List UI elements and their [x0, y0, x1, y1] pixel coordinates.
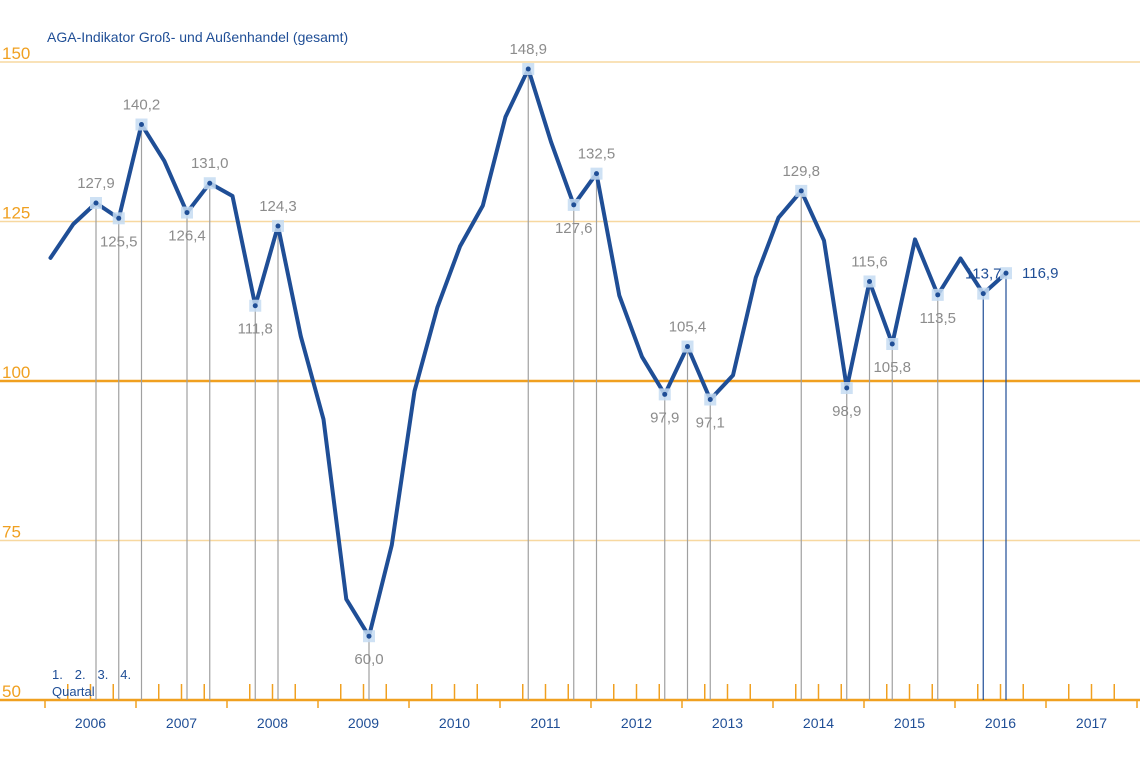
data-label: 98,9 — [832, 403, 861, 420]
y-tick-label: 125 — [2, 204, 30, 223]
data-label: 115,6 — [851, 253, 887, 270]
x-tick-label: 2016 — [985, 715, 1016, 731]
data-label: 129,8 — [782, 163, 820, 180]
chart-title: AGA-Indikator Groß- und Außenhandel (ges… — [47, 29, 348, 45]
x-tick-label: 2009 — [348, 715, 379, 731]
y-tick-label: 50 — [2, 682, 21, 701]
quarter-label: 2. — [75, 667, 86, 682]
data-point-dot — [525, 66, 531, 72]
data-label: 127,9 — [77, 175, 115, 192]
quarter-label: 1. — [52, 667, 63, 682]
data-point-dot — [685, 344, 690, 350]
data-point-dot — [116, 215, 122, 221]
grid-layer — [0, 61, 1140, 702]
data-point-dot — [207, 180, 213, 186]
data-point-dot — [571, 202, 577, 208]
data-point-dot — [184, 210, 190, 216]
x-tick-label: 2014 — [803, 715, 834, 731]
data-point-dot — [1003, 270, 1009, 276]
data-point-dot — [662, 391, 668, 397]
y-tick-label: 75 — [2, 523, 21, 542]
data-point-dot — [844, 385, 850, 391]
data-label: 116,9 — [1022, 265, 1058, 282]
data-label: 127,6 — [555, 220, 593, 237]
data-label: 148,9 — [509, 41, 547, 58]
x-tick-label: 2007 — [166, 715, 197, 731]
x-tick-label: 2008 — [257, 715, 288, 731]
data-label: 132,5 — [578, 146, 616, 163]
quarter-label: 4. — [120, 667, 131, 682]
x-tick-label: 2013 — [712, 715, 743, 731]
data-point-dot — [867, 278, 872, 284]
y-tick-label: 150 — [2, 44, 30, 63]
x-tick-label: 2015 — [894, 715, 925, 731]
x-tick-label: 2017 — [1076, 715, 1107, 731]
marker-layer — [90, 63, 1012, 643]
x-tick-label: 2010 — [439, 715, 470, 731]
x-tick-label: 2011 — [530, 715, 560, 731]
data-point-dot — [275, 223, 281, 229]
data-label: 131,0 — [191, 155, 229, 172]
data-point-dot — [707, 397, 713, 403]
y-tick-label: 100 — [2, 363, 30, 382]
data-label: 124,3 — [259, 198, 297, 215]
data-point-dot — [798, 188, 804, 194]
data-label: 111,8 — [238, 321, 273, 338]
data-point-dot — [252, 303, 258, 309]
data-label: 60,0 — [354, 651, 383, 668]
data-label: 105,8 — [873, 359, 911, 376]
axis-layer: 50 75 100 125 150 2006 2007 2008 2009 2010 2011 201… — [2, 44, 1138, 731]
quarter-label: 3. — [98, 667, 109, 682]
data-label: 126,4 — [168, 228, 206, 245]
data-label: 140,2 — [123, 97, 161, 114]
data-point-dot — [366, 633, 372, 639]
data-point-dot — [980, 291, 986, 297]
data-label: 113,5 — [920, 310, 956, 327]
data-label: 97,1 — [696, 415, 725, 432]
data-label: 97,9 — [650, 409, 679, 426]
drop-lines — [95, 69, 1007, 700]
data-point-dot — [93, 200, 99, 206]
data-label: 113,7 — [965, 266, 1001, 283]
quarter-caption: Quartal — [52, 684, 95, 699]
label-layer: 127,9 125,5 140,2 126,4 131,0 111,8 124,3 60,0 1… — [77, 41, 1058, 668]
data-point-dot — [935, 292, 941, 298]
data-label: 125,5 — [100, 233, 138, 250]
x-tick-label: 2012 — [621, 715, 652, 731]
data-point-dot — [594, 171, 599, 177]
data-label: 105,4 — [669, 319, 707, 336]
data-point-dot — [139, 122, 144, 128]
data-point-dot — [889, 341, 895, 347]
x-tick-label: 2006 — [75, 715, 106, 731]
